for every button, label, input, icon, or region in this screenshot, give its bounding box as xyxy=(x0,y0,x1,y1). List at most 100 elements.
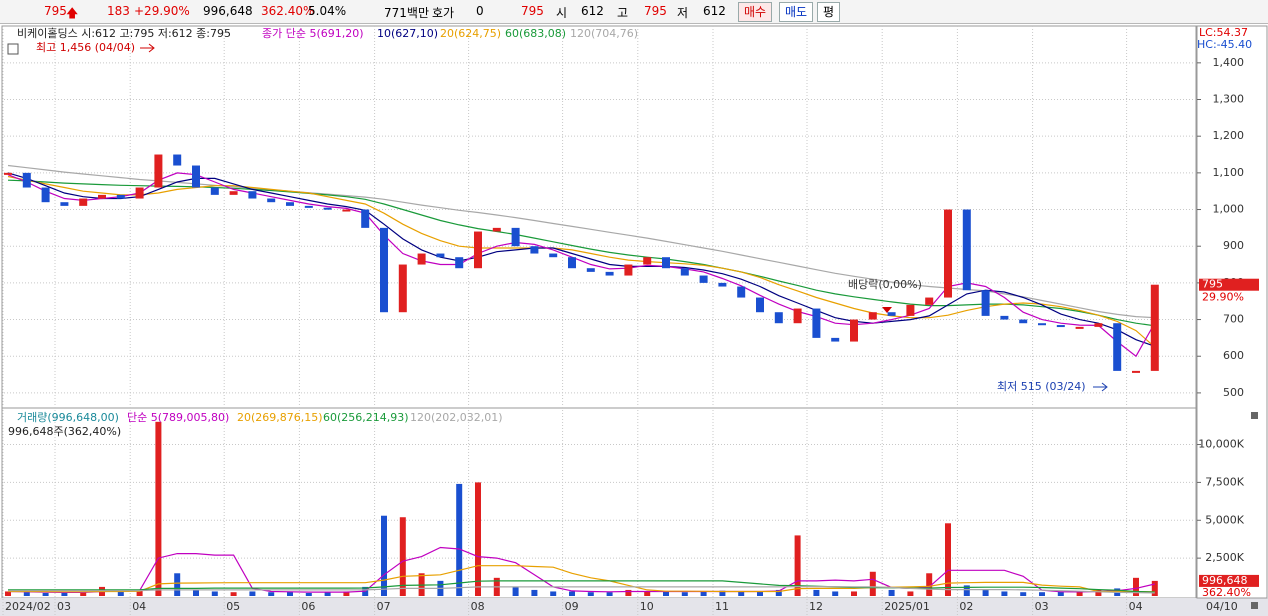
candle xyxy=(323,207,332,210)
volume-bar xyxy=(794,535,801,596)
x-tick-label: 06 xyxy=(301,600,315,613)
x-axis-bar xyxy=(0,598,1268,616)
candle xyxy=(680,268,689,276)
panel-icon[interactable] xyxy=(1251,602,1258,609)
volume-bar xyxy=(42,592,49,596)
high-label: 고 xyxy=(617,6,629,20)
panel-icon[interactable] xyxy=(1251,412,1258,419)
candle xyxy=(643,257,652,265)
candle xyxy=(229,191,238,195)
candle xyxy=(474,231,482,269)
change-pct: +29.90% xyxy=(134,4,190,18)
volume-bar xyxy=(324,592,331,596)
volume-bar xyxy=(268,592,275,596)
y-tick-label: 1,100 xyxy=(1213,166,1245,179)
volume-bar xyxy=(475,482,481,596)
volume-subtitle: 996,648주(362,40%) xyxy=(8,425,121,438)
last-ratio: 362.40% xyxy=(1202,586,1251,599)
volume-bar xyxy=(625,589,632,596)
volume-ratio: 362.40% xyxy=(261,4,315,18)
y-tick-label: 7,500K xyxy=(1205,475,1244,488)
volume-bar xyxy=(719,590,726,596)
x-tick-label: 05 xyxy=(226,600,240,613)
price: 795 xyxy=(44,4,67,18)
legend-entry: 종가 단순 5(691,20) xyxy=(262,27,364,40)
legend-entry: 단순 5(789,005,80) xyxy=(127,411,229,424)
volume-bar xyxy=(700,591,707,596)
marker xyxy=(882,307,892,313)
candle xyxy=(398,264,407,313)
volume-bar xyxy=(1133,577,1139,596)
candle xyxy=(1094,323,1103,327)
volume-bar xyxy=(136,589,143,596)
volume-bar xyxy=(569,591,575,596)
x-tick-label: 04 xyxy=(132,600,146,613)
candle xyxy=(1038,323,1046,326)
candle xyxy=(192,165,200,188)
candle xyxy=(850,319,858,342)
candle xyxy=(605,271,614,276)
volume-bar xyxy=(1057,591,1064,596)
volume-bar xyxy=(193,589,199,596)
candle xyxy=(22,172,31,188)
volume-bar xyxy=(381,515,387,596)
legend-entry: 20(269,876,15) xyxy=(237,411,323,424)
settings-icon[interactable] xyxy=(7,43,19,55)
volume-bar xyxy=(926,573,933,596)
volume-bar xyxy=(963,585,970,596)
y-tick-label: 5,000K xyxy=(1205,513,1244,526)
last-volume-box xyxy=(1199,574,1259,587)
candle xyxy=(906,304,915,316)
volume-bar xyxy=(1076,591,1083,596)
x-tick-label: 04 xyxy=(1129,600,1143,613)
amount: 771백만 xyxy=(384,6,429,20)
y-tick-label: 2,500K xyxy=(1205,551,1244,564)
annotation: 최저 515 (03/24) xyxy=(997,380,1086,393)
volume-bar xyxy=(287,591,293,596)
y-tick-label: 500 xyxy=(1223,386,1244,399)
y-tick-label: 1,400 xyxy=(1213,56,1245,69)
volume-bar xyxy=(155,421,162,596)
volume-bar xyxy=(5,591,11,596)
candle xyxy=(417,253,426,265)
candle xyxy=(154,154,163,188)
buy-button[interactable]: 매수 xyxy=(738,2,773,22)
sell-button[interactable]: 매도 xyxy=(779,2,814,22)
candle xyxy=(511,227,520,247)
legend-entry: 10(627,10) xyxy=(377,27,438,40)
legend-entry: 60(256,214,93) xyxy=(323,411,409,424)
volume-bar xyxy=(738,591,745,596)
volume-ma-line xyxy=(7,546,1155,593)
lc-label: LC:54.37 xyxy=(1199,26,1248,39)
hc-label: HC:-45.40 xyxy=(1197,38,1252,51)
candle xyxy=(549,253,558,258)
volume-bar xyxy=(888,589,895,596)
volume-bar xyxy=(851,591,857,596)
chart-title: 비케이홀딩스 시:612 고:795 저:612 종:795 xyxy=(17,27,231,40)
candle xyxy=(868,312,877,320)
x-tick-label: 03 xyxy=(57,600,71,613)
volume-bar xyxy=(832,591,839,596)
open-label: 시 xyxy=(556,6,568,20)
volume-bar xyxy=(1039,592,1045,596)
change: 183 xyxy=(107,4,130,18)
y-tick-label: 1,000 xyxy=(1213,203,1245,216)
avg-button[interactable]: 평 xyxy=(817,2,841,22)
legend-entry: 20(624,75) xyxy=(440,27,501,40)
candle xyxy=(793,308,802,324)
candle xyxy=(1056,325,1065,328)
x-tick-label: 2025/01 xyxy=(884,600,930,613)
volume-bar xyxy=(1001,591,1008,596)
volume-bar xyxy=(456,483,463,596)
volume-bar xyxy=(681,592,688,596)
candle xyxy=(135,187,144,199)
quote-price: 795 xyxy=(521,4,544,18)
x-tick-label: 09 xyxy=(565,600,579,613)
volume-bar xyxy=(587,592,594,596)
up-arrow: 🡅 xyxy=(66,6,79,20)
last-price: 795 xyxy=(1202,278,1223,291)
candle xyxy=(342,209,351,212)
volume-bar xyxy=(982,589,989,596)
